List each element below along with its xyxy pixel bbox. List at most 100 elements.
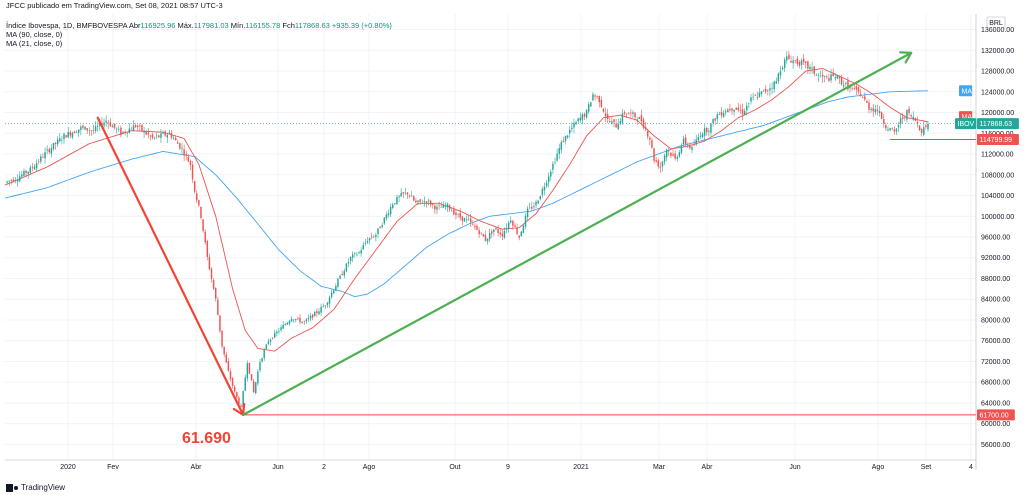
candle-body [573, 122, 575, 128]
candle-body [432, 203, 434, 205]
candle-body [802, 58, 805, 63]
candle-body [440, 207, 442, 208]
y-tick-label: 64000.00 [981, 400, 1010, 407]
y-tick-label: 80000.00 [981, 317, 1010, 324]
candle-body [354, 253, 356, 254]
candle-body [94, 126, 97, 131]
candle-body [916, 121, 919, 124]
ma21-legend[interactable]: MA (21, close, 0) [6, 39, 63, 48]
y-tick-label: 72000.00 [981, 359, 1010, 366]
candle-body [811, 67, 813, 69]
candle-body [665, 149, 668, 158]
candle-body [46, 149, 48, 151]
candle-body [674, 153, 676, 159]
candle-body [223, 346, 225, 355]
y-tick-label: 92000.00 [981, 255, 1010, 262]
y-tick-label: 132000.00 [981, 48, 1014, 55]
candle-body [273, 332, 276, 338]
candle-body [427, 200, 430, 202]
candle-body [864, 96, 866, 100]
downtrend-arrow-line[interactable] [96, 116, 245, 416]
candle-body [377, 228, 379, 234]
candle-body [628, 113, 630, 115]
candle-body [80, 126, 82, 130]
candle-body [299, 317, 301, 323]
candle-body [48, 149, 50, 153]
y-tick-label: 100000.00 [981, 214, 1014, 221]
candle-body [771, 87, 773, 89]
ma90-legend[interactable]: MA (90, close, 0) [6, 30, 63, 39]
candle-body [389, 206, 392, 215]
candle-body [691, 146, 693, 150]
footer-brand[interactable]: TradingView [6, 483, 65, 492]
candle-body [413, 196, 415, 201]
candle-body [217, 299, 219, 315]
candle-body [847, 80, 849, 90]
candle-body [335, 285, 337, 291]
high-value: 117981.03 [193, 21, 229, 30]
candle-body [139, 125, 141, 127]
candle-body [649, 137, 651, 140]
candle-body [653, 148, 655, 161]
candle-body [71, 132, 74, 138]
candle-body [908, 108, 910, 114]
price-axis[interactable]: 136000.00 132000.00 128000.00 124000.00 1200… [975, 14, 1014, 470]
candle-body [113, 123, 116, 128]
candle-body [522, 225, 525, 233]
candle-body [836, 75, 839, 79]
candle-body [326, 302, 329, 306]
candle-body [381, 225, 383, 228]
candle-body [168, 132, 171, 134]
candle-body [832, 73, 834, 77]
x-tick-label: Abr [191, 464, 203, 471]
candle-body [872, 108, 874, 112]
x-tick-label: Fev [107, 464, 119, 471]
candle-body [162, 133, 164, 134]
candle-body [868, 102, 870, 110]
candle-body [923, 127, 925, 135]
y-tick-label: 76000.00 [981, 338, 1010, 345]
candle-body [29, 167, 32, 173]
candle-body [65, 135, 67, 138]
time-axis[interactable]: 2020 Fev Abr Jun 2 Ago Out 9 2021 Mar Abr Jun Ago Set… [5, 459, 976, 471]
candle-body [143, 130, 145, 133]
candle-body [263, 350, 265, 359]
candle-body [130, 128, 133, 130]
candle-body [621, 113, 624, 123]
candle-body [503, 231, 506, 238]
candle-body [805, 61, 807, 64]
candle-body [351, 254, 354, 258]
y-tick-label: 124000.00 [981, 89, 1014, 96]
candle-body [478, 230, 480, 235]
candle-body [368, 238, 371, 241]
currency-box[interactable] [986, 16, 1006, 30]
candle-body [137, 125, 139, 128]
trendline-drawings[interactable] [5, 51, 976, 416]
candle-body [151, 134, 154, 138]
candle-body [581, 114, 584, 120]
x-tick-label: Ago [363, 464, 376, 471]
ma90-line [4, 90, 928, 298]
candle-body [465, 219, 468, 220]
candle-body [398, 196, 400, 198]
candle-body [779, 71, 782, 76]
candle-body [651, 140, 653, 148]
candle-body [280, 327, 282, 331]
y-tick-label: 88000.00 [981, 276, 1010, 283]
x-tick-label: 9 [506, 464, 510, 471]
candle-body [718, 114, 721, 115]
candle-body [594, 95, 596, 97]
candle-body [735, 107, 737, 110]
candle-body [657, 160, 660, 167]
candle-body [404, 192, 407, 194]
candle-body [695, 139, 697, 145]
candle-body [322, 306, 324, 307]
candle-body [499, 232, 501, 235]
candle-body [59, 138, 61, 142]
candle-body [851, 87, 853, 89]
close-label: Fch [282, 21, 295, 30]
candle-body [518, 235, 520, 238]
candle-body [227, 361, 230, 371]
uptrend-arrow-line[interactable] [242, 51, 913, 416]
